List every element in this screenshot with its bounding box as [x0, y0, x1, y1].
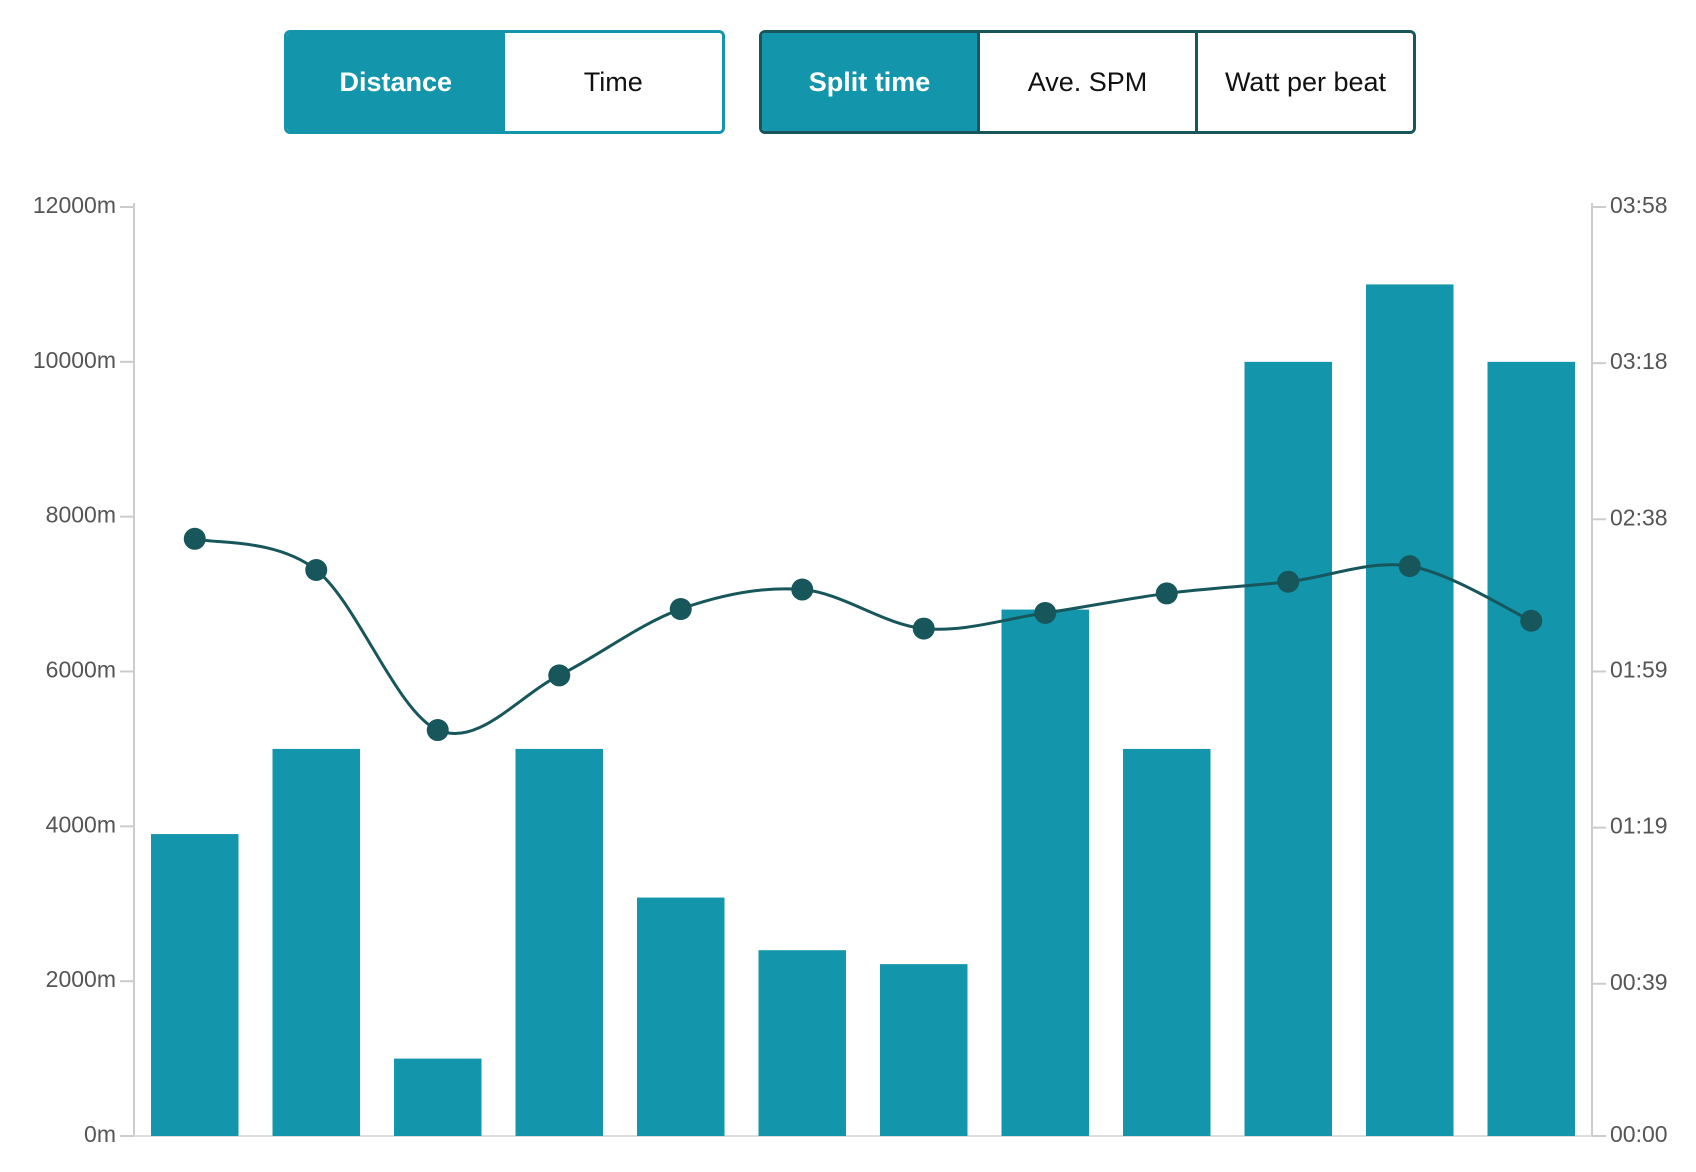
point [1277, 570, 1300, 593]
toggle-button[interactable]: Time [504, 33, 722, 131]
bar [1487, 361, 1575, 1136]
bar [637, 897, 725, 1136]
y2-tick-label: 00:39 [1610, 969, 1668, 995]
bar [1123, 748, 1211, 1136]
y2-tick-label: 01:59 [1610, 657, 1668, 683]
y-tick-label: 12000m [33, 192, 116, 218]
bar [515, 748, 603, 1136]
y2-tick-label: 01:19 [1610, 813, 1668, 839]
point [669, 598, 692, 621]
toggle-button[interactable]: Watt per beat [1195, 33, 1413, 131]
point [548, 664, 571, 687]
y2-tick-label: 03:18 [1610, 348, 1668, 374]
point [791, 578, 814, 601]
y2-tick-label: 03:58 [1610, 192, 1668, 218]
point [1398, 555, 1421, 578]
bar [880, 964, 968, 1136]
toggle-button[interactable]: Distance [287, 33, 505, 131]
y-tick-label: 4000m [46, 811, 116, 837]
point [1155, 582, 1178, 605]
point [426, 719, 449, 742]
y2-tick-label: 00:00 [1610, 1121, 1668, 1147]
metric-toggle: Distance Time [284, 30, 725, 134]
point [912, 617, 935, 640]
bar [1244, 361, 1332, 1136]
bar [1001, 609, 1089, 1136]
y-tick-label: 10000m [33, 347, 116, 373]
bar [272, 748, 360, 1136]
bar [758, 950, 846, 1136]
y2-tick-label: 02:38 [1610, 504, 1668, 530]
point [1520, 609, 1543, 632]
y-tick-label: 8000m [46, 502, 116, 528]
bar [151, 834, 239, 1136]
overlay-toggle: Split time Ave. SPM Watt per beat [759, 30, 1416, 134]
toggle-button[interactable]: Split time [762, 33, 977, 131]
point [305, 559, 328, 582]
point [183, 527, 206, 550]
bar [394, 1058, 482, 1136]
toggle-button[interactable]: Ave. SPM [977, 33, 1195, 131]
y-tick-label: 6000m [46, 657, 116, 683]
point [1034, 601, 1057, 624]
y-tick-label: 0m [84, 1121, 116, 1147]
bar [1366, 284, 1454, 1137]
y-tick-label: 2000m [46, 966, 116, 992]
